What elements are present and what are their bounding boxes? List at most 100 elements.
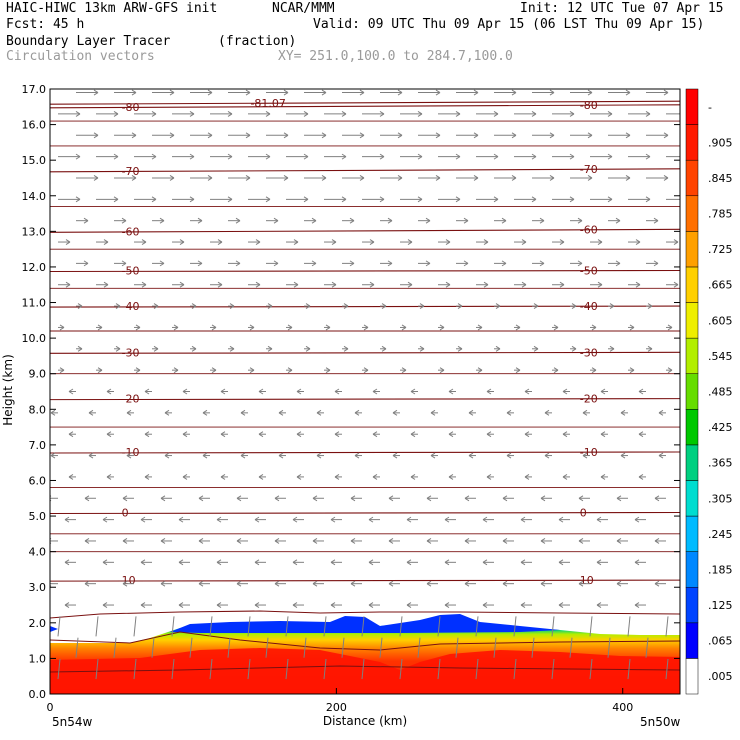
vector-arrowhead: [502, 538, 508, 544]
y-tick-label: 10.0: [22, 332, 47, 345]
isotherm-line: [50, 610, 680, 619]
vector-arrowhead: [292, 559, 298, 566]
vector-arrowhead: [296, 431, 302, 438]
y-tick-label: 0.0: [29, 688, 47, 701]
vector-arrowhead: [457, 303, 463, 310]
vector-arrowhead: [359, 132, 365, 139]
vector-arrow: [665, 659, 669, 680]
colorbar-label: .185: [708, 563, 733, 576]
vector-arrowhead: [444, 602, 450, 608]
vector-arrowhead: [84, 538, 90, 544]
colorbar-swatch: [685, 480, 699, 517]
vector-arrowhead: [227, 110, 233, 117]
vector-arrowhead: [312, 580, 318, 587]
isotherm-label: -50: [122, 265, 140, 278]
vector-arrowhead: [647, 303, 653, 310]
y-tick-label: 8.0: [29, 403, 47, 416]
vector-arrowhead: [198, 495, 204, 502]
vector-arrowhead: [140, 602, 146, 608]
isotherm-label: -20: [580, 393, 598, 406]
y-tick-label: 14.0: [22, 190, 47, 203]
vector-arrowhead: [68, 473, 74, 480]
vector-arrow: [361, 659, 365, 680]
vector-arrowhead: [372, 473, 378, 480]
vector-arrowhead: [493, 196, 499, 203]
vector-arrowhead: [102, 559, 108, 566]
vector-arrowhead: [173, 324, 179, 331]
vector-arrowhead: [444, 559, 450, 566]
vector-arrowhead: [115, 345, 121, 352]
vector-arrow: [417, 637, 421, 658]
vector-arrowhead: [368, 516, 374, 523]
vector-arrowhead: [103, 281, 109, 288]
vector-arrowhead: [417, 110, 423, 117]
right-endpoint-label: 5n50w: [640, 715, 681, 729]
vector-arrow: [551, 616, 555, 637]
isotherm-line: [50, 168, 680, 173]
vector-arrow: [475, 659, 479, 680]
init-time: Init: 12 UTC Tue 07 Apr 15: [520, 1, 724, 16]
vector-arrowhead: [303, 153, 309, 160]
vector-arrowhead: [444, 516, 450, 523]
vector-arrowhead: [236, 580, 242, 587]
vector-arrowhead: [296, 388, 302, 395]
vector-arrowhead: [629, 324, 635, 331]
isotherm-line: [50, 451, 680, 454]
vector-arrowhead: [274, 538, 280, 544]
vector-arrowhead: [645, 110, 651, 117]
vector-arrowhead: [582, 452, 588, 459]
vector-arrowhead: [144, 473, 150, 480]
colorbar-label: -: [708, 101, 712, 114]
vector-arrowhead: [562, 388, 568, 395]
vector-arrow: [285, 659, 289, 680]
vector-arrowhead: [144, 388, 150, 395]
vector-arrow: [665, 616, 669, 637]
vector-arrow: [531, 637, 535, 658]
vector-arrowhead: [645, 153, 651, 160]
vector-arrowhead: [141, 281, 147, 288]
vector-arrowhead: [544, 452, 550, 459]
vector-arrowhead: [68, 388, 74, 395]
vector-arrowhead: [227, 196, 233, 203]
y-tick-label: 7.0: [29, 439, 47, 452]
vector-arrowhead: [50, 452, 56, 459]
vector-arrowhead: [240, 409, 246, 416]
vector-arrow: [589, 616, 593, 637]
vector-arrowhead: [531, 196, 537, 203]
vector-arrow: [379, 637, 383, 658]
vector-arrow: [171, 616, 175, 637]
vector-arrowhead: [274, 580, 280, 587]
vector-arrowhead: [349, 217, 355, 224]
vector-arrowhead: [245, 89, 251, 96]
isotherm-label: -70: [580, 163, 598, 176]
vector-arrowhead: [305, 345, 311, 352]
vector-arrowhead: [189, 110, 195, 117]
vector-arrowhead: [64, 602, 70, 608]
colorbar-label: .725: [708, 243, 733, 256]
vector-arrowhead: [59, 324, 65, 331]
vector-arrowhead: [121, 260, 127, 267]
vector-arrowhead: [75, 110, 81, 117]
vector-arrow: [455, 637, 459, 658]
vector-arrowhead: [430, 452, 436, 459]
vector-arrowhead: [216, 602, 222, 608]
y-tick-label: 15.0: [22, 154, 47, 167]
vector-arrowhead: [217, 281, 223, 288]
vector-arrowhead: [455, 110, 461, 117]
vector-arrowhead: [334, 431, 340, 438]
vector-arrowhead: [483, 281, 489, 288]
vector-arrowhead: [126, 452, 132, 459]
vector-arrowhead: [216, 559, 222, 566]
vector-arrowhead: [283, 175, 289, 181]
isotherm-line: [50, 351, 680, 354]
vector-arrowhead: [140, 516, 146, 523]
vector-arrowhead: [236, 538, 242, 544]
vector-arrowhead: [106, 431, 112, 438]
vector-arrowhead: [524, 473, 530, 480]
vector-arrowhead: [515, 367, 521, 374]
colorbar-swatch: [685, 195, 699, 232]
vector-arrowhead: [645, 196, 651, 203]
vector-arrowhead: [407, 239, 413, 245]
vector-arrow: [75, 637, 79, 658]
vector-arrow: [57, 616, 61, 637]
